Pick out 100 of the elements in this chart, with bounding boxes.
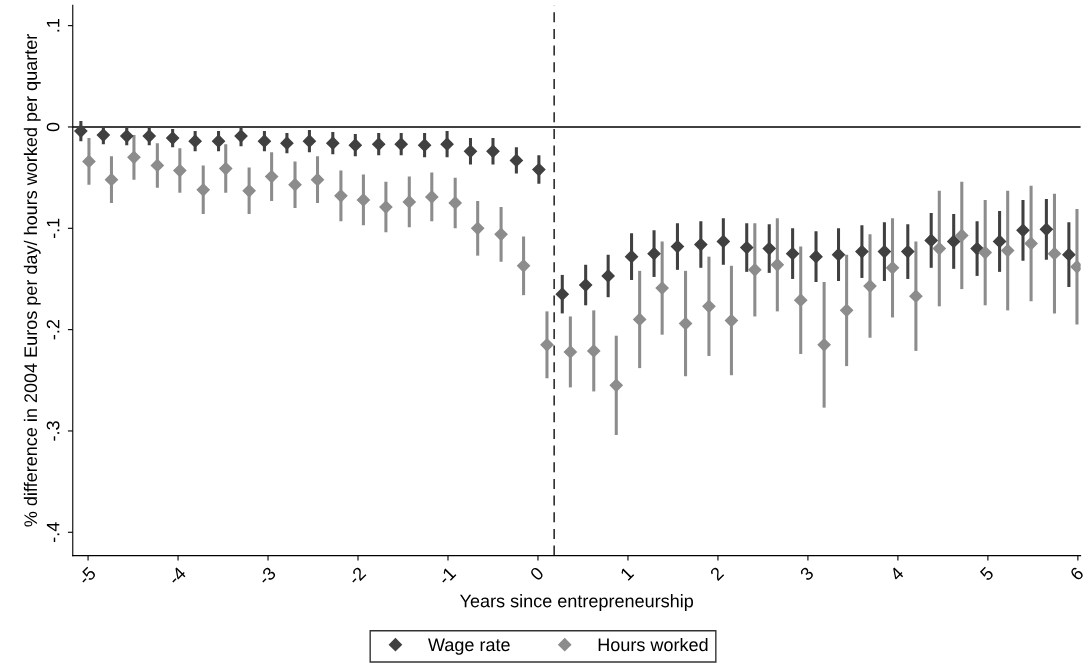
x-tick-label: 5	[979, 566, 995, 582]
point	[166, 131, 180, 145]
point	[809, 250, 823, 264]
point	[716, 234, 730, 249]
point	[678, 316, 693, 331]
point	[947, 234, 961, 249]
y-tick-label: -.4	[46, 522, 60, 543]
point	[288, 178, 302, 192]
point	[909, 289, 923, 303]
point	[418, 138, 432, 152]
point	[702, 299, 716, 313]
point	[448, 196, 462, 210]
point	[440, 137, 454, 151]
point	[211, 134, 226, 148]
x-tick-label: -5	[77, 566, 97, 586]
x-tick-label: 6	[1069, 566, 1085, 582]
point	[1062, 248, 1076, 262]
point	[1024, 236, 1038, 251]
legend-label: Hours worked	[598, 637, 708, 652]
point	[817, 338, 831, 352]
point	[1039, 222, 1053, 236]
point	[356, 193, 370, 207]
point	[379, 200, 393, 214]
x-tick-label: 3	[799, 566, 815, 582]
point	[509, 153, 523, 167]
point	[74, 124, 88, 138]
point	[624, 250, 639, 264]
point	[901, 245, 915, 259]
point	[855, 245, 869, 259]
point	[326, 136, 340, 150]
point	[863, 279, 877, 293]
point	[877, 245, 891, 259]
point	[992, 234, 1007, 249]
x-tick-label: 2	[709, 566, 725, 582]
point	[310, 173, 325, 187]
point	[96, 128, 110, 142]
point	[740, 240, 754, 255]
point	[494, 227, 508, 241]
point	[694, 237, 708, 252]
point	[516, 259, 531, 273]
point	[173, 163, 187, 178]
x-tick-label: 1	[619, 566, 635, 581]
point	[425, 190, 439, 204]
point	[579, 278, 593, 292]
point	[120, 129, 134, 143]
point	[1001, 243, 1015, 258]
point	[885, 261, 900, 275]
point	[265, 170, 279, 184]
x-tick-label: -4	[167, 566, 187, 586]
point	[786, 247, 800, 261]
point	[196, 183, 210, 197]
point	[394, 137, 408, 151]
point	[978, 246, 992, 260]
x-tick-label: -3	[257, 566, 277, 586]
x-tick-label: -1	[437, 566, 457, 586]
point	[794, 293, 808, 307]
point	[334, 189, 348, 203]
point	[609, 378, 623, 392]
point	[348, 138, 362, 152]
point	[601, 269, 615, 283]
point	[188, 134, 202, 148]
point	[1016, 223, 1030, 237]
point	[587, 344, 601, 358]
point	[532, 162, 546, 177]
point	[670, 239, 685, 254]
point	[234, 129, 248, 143]
point	[372, 137, 386, 151]
point	[647, 247, 661, 261]
y-axis-title: % difference in 2004 Euros per day/ hours worked per quarter	[23, 34, 41, 527]
point	[655, 281, 669, 295]
point	[127, 150, 141, 164]
point	[142, 129, 156, 143]
point	[104, 173, 119, 187]
x-tick-label: -2	[347, 566, 367, 586]
point	[242, 184, 256, 198]
point	[748, 263, 762, 277]
point	[762, 241, 776, 256]
y-tick-label: -.2	[46, 319, 60, 340]
point	[932, 241, 946, 256]
point	[150, 158, 164, 173]
point	[724, 313, 739, 328]
point	[219, 161, 233, 176]
point	[402, 195, 416, 209]
point	[555, 287, 569, 301]
point	[633, 312, 647, 327]
point	[463, 144, 478, 158]
y-tick-label: -.1	[46, 218, 60, 239]
point	[1047, 247, 1062, 261]
x-axis-title: Years since entrepreneurship	[459, 594, 694, 611]
point	[280, 136, 294, 150]
y-tick-label: -.3	[46, 421, 60, 441]
point	[486, 144, 500, 158]
x-tick-label: 0	[529, 566, 545, 582]
point	[563, 345, 577, 359]
point	[970, 241, 984, 256]
point	[82, 154, 96, 169]
point	[471, 221, 485, 235]
point	[540, 338, 554, 352]
legend-label: Wage rate	[428, 638, 510, 655]
point	[770, 258, 784, 272]
